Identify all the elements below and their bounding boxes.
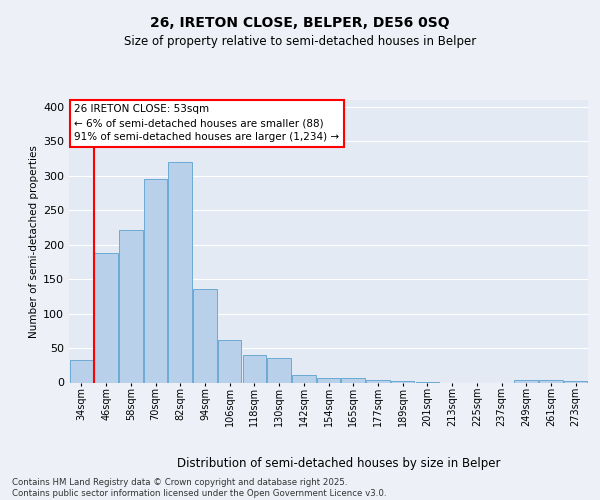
Bar	[119, 230, 143, 382]
Y-axis label: Number of semi-detached properties: Number of semi-detached properties	[29, 145, 39, 338]
Text: Size of property relative to semi-detached houses in Belper: Size of property relative to semi-detach…	[124, 35, 476, 48]
Text: 26, IRETON CLOSE, BELPER, DE56 0SQ: 26, IRETON CLOSE, BELPER, DE56 0SQ	[150, 16, 450, 30]
Bar	[70, 360, 93, 382]
Bar	[391, 381, 415, 382]
Bar	[193, 290, 217, 382]
Bar	[292, 375, 316, 382]
Bar	[317, 378, 340, 382]
Bar	[242, 355, 266, 382]
Bar	[218, 340, 241, 382]
Bar	[366, 380, 389, 382]
Bar	[144, 179, 167, 382]
Bar	[539, 380, 563, 382]
Bar	[514, 380, 538, 382]
Bar	[268, 358, 291, 382]
Bar	[169, 162, 192, 382]
Bar	[341, 378, 365, 382]
Text: 26 IRETON CLOSE: 53sqm
← 6% of semi-detached houses are smaller (88)
91% of semi: 26 IRETON CLOSE: 53sqm ← 6% of semi-deta…	[74, 104, 340, 142]
Bar	[564, 381, 587, 382]
Text: Distribution of semi-detached houses by size in Belper: Distribution of semi-detached houses by …	[177, 458, 501, 470]
Text: Contains HM Land Registry data © Crown copyright and database right 2025.
Contai: Contains HM Land Registry data © Crown c…	[12, 478, 386, 498]
Bar	[94, 253, 118, 382]
